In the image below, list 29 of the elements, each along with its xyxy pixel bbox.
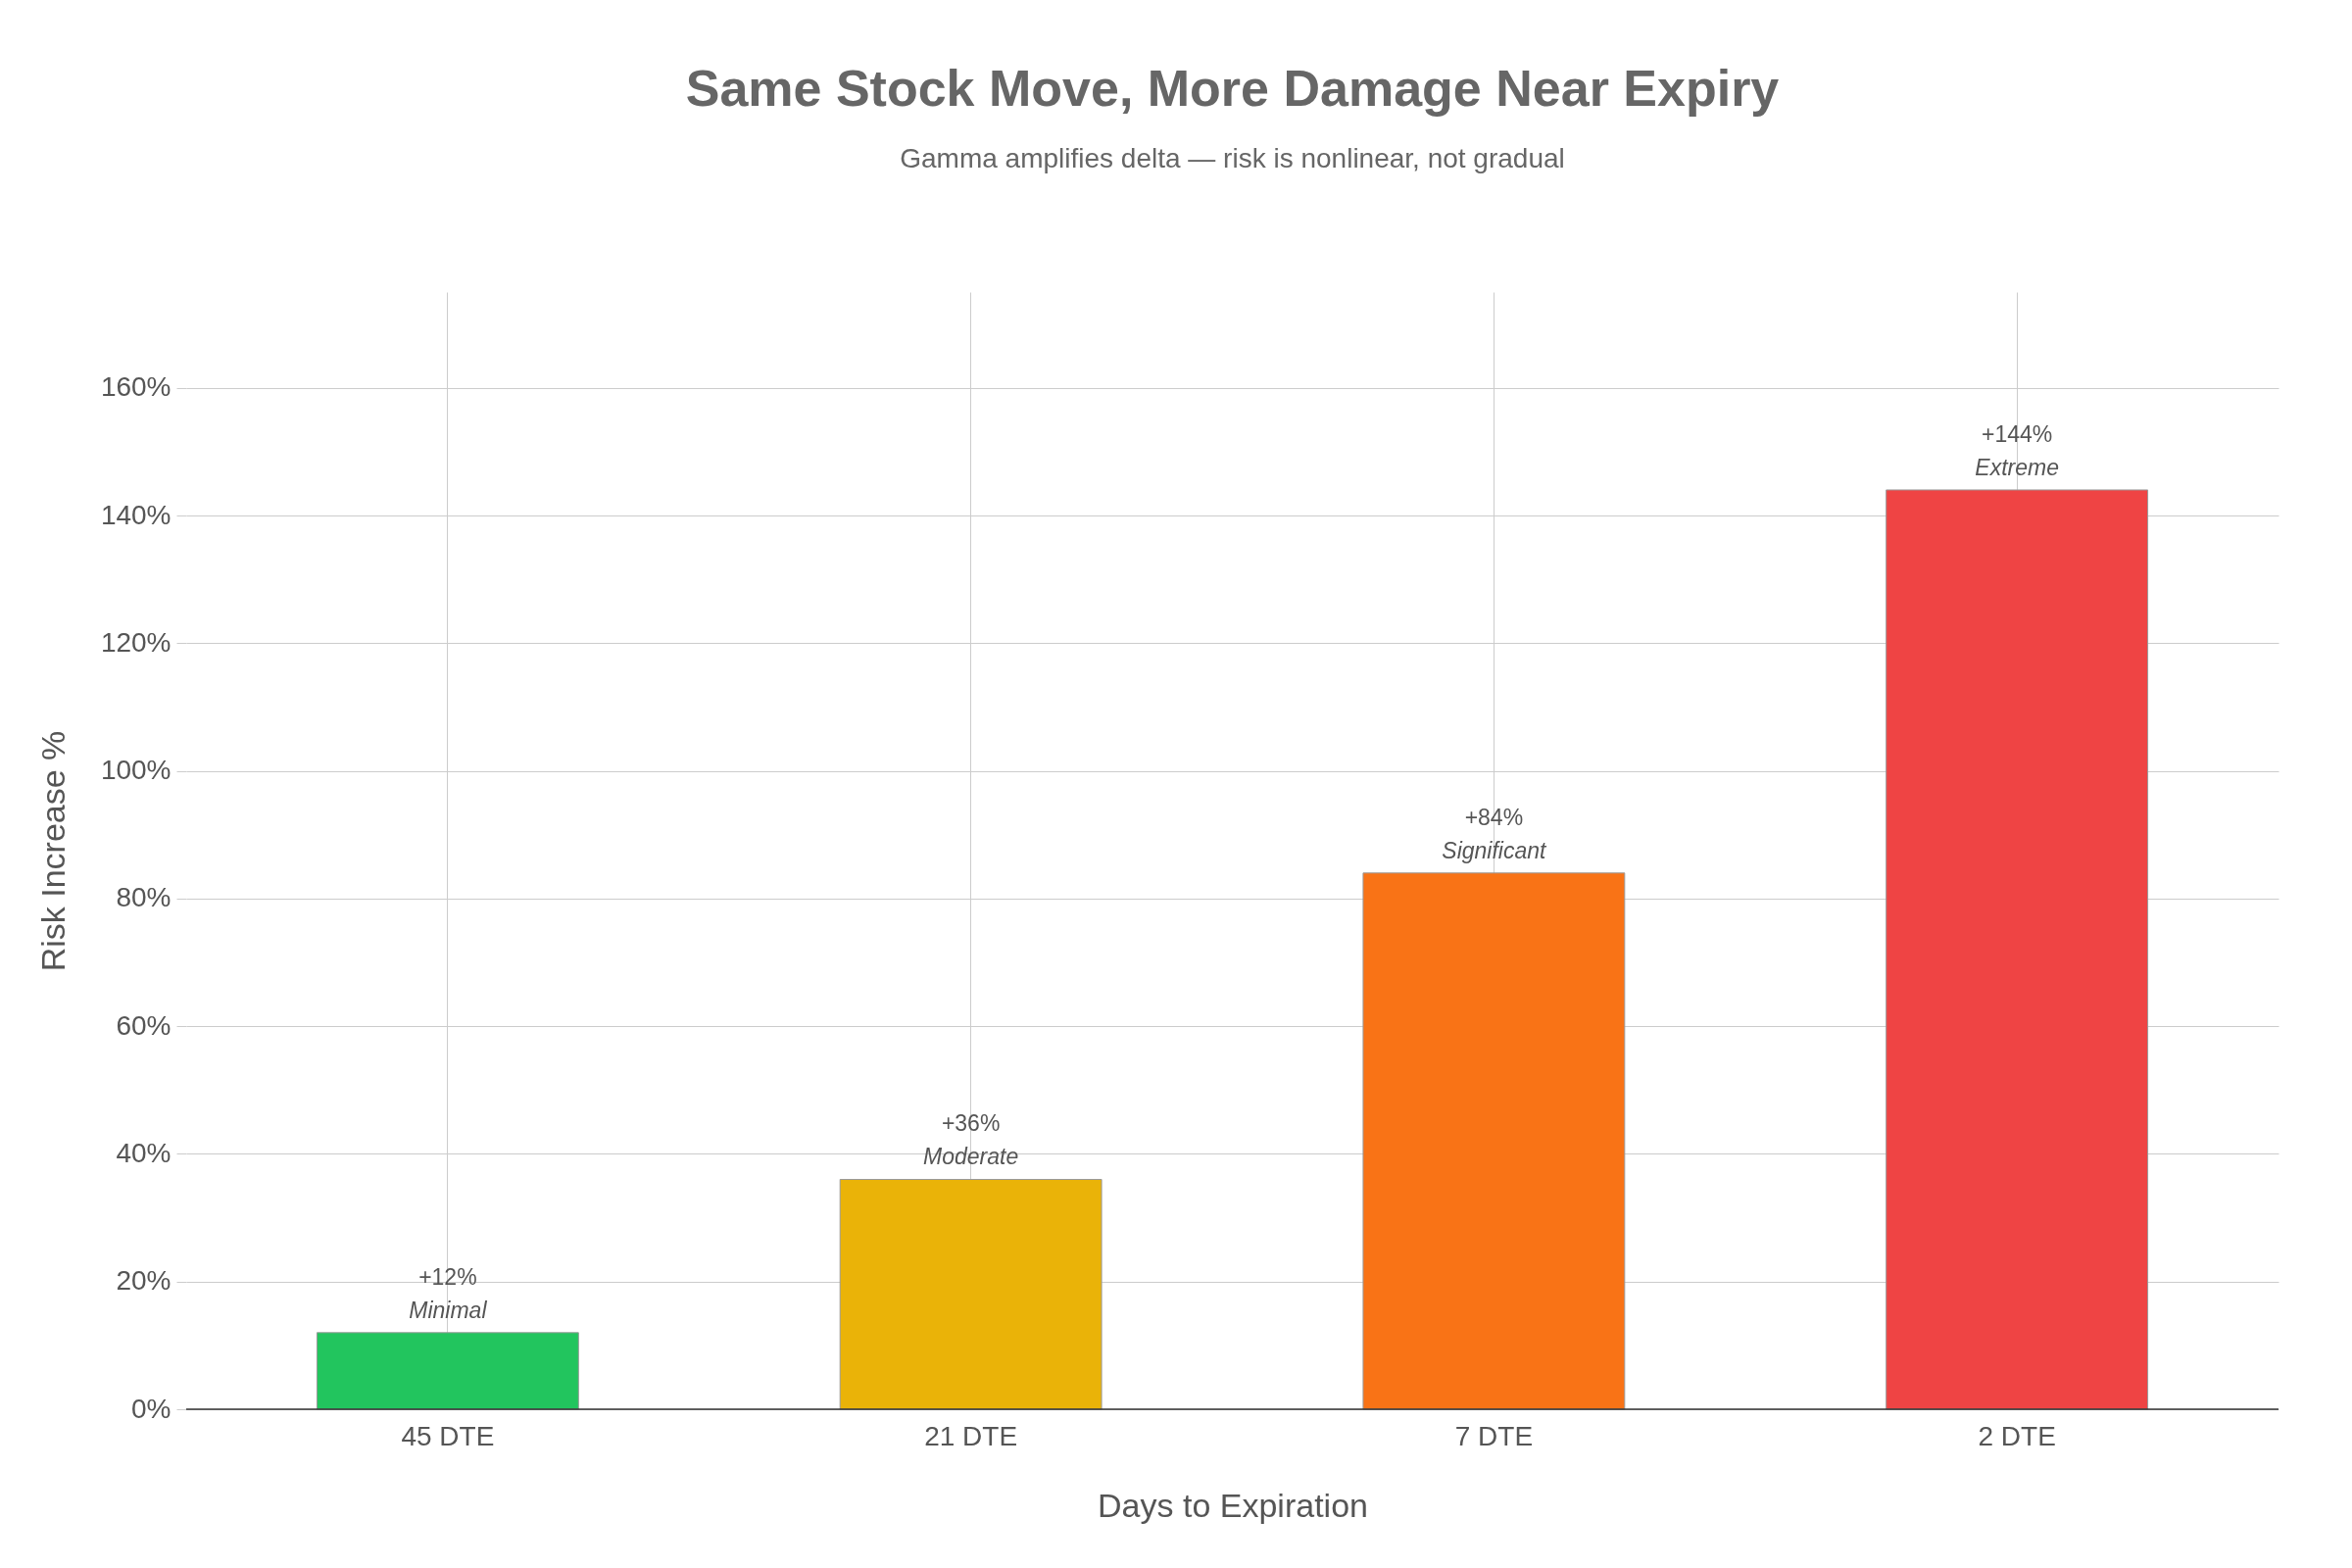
y-axis-title: Risk Increase %: [33, 730, 72, 972]
x-tick-label: 45 DTE: [401, 1420, 495, 1451]
y-tick-label: 120%: [100, 626, 172, 658]
y-tick-label: 60%: [116, 1009, 172, 1041]
chart-subtitle: Gamma amplifies delta — risk is nonlinear, not gradual: [900, 143, 1565, 173]
y-tick-label: 40%: [116, 1137, 172, 1168]
data-label: +12%: [418, 1263, 477, 1290]
x-axis-title: Days to Expiration: [1098, 1486, 1368, 1524]
data-label: +36%: [941, 1110, 1001, 1137]
y-tick-label: 140%: [100, 499, 172, 530]
y-tick-label: 100%: [100, 755, 172, 786]
annotation: Significant: [1442, 837, 1548, 863]
data-label: +84%: [1464, 804, 1524, 830]
x-tick-label: 2 DTE: [1978, 1420, 2056, 1451]
y-tick-label: 80%: [116, 882, 172, 913]
x-tick-label: 7 DTE: [1454, 1420, 1534, 1451]
annotation: Extreme: [1975, 454, 2059, 480]
bar: [1886, 489, 2149, 1410]
annotation: Minimal: [409, 1297, 488, 1323]
bar: [316, 1332, 579, 1410]
y-tick-label: 20%: [116, 1265, 172, 1297]
annotation: Moderate: [923, 1144, 1019, 1170]
data-label: +144%: [1981, 420, 2053, 447]
chart-title: Same Stock Move, More Damage Near Expiry: [685, 60, 1780, 117]
y-tick-label: 160%: [100, 371, 172, 403]
bar: [1362, 872, 1626, 1410]
bar: [839, 1178, 1102, 1410]
x-tick-label: 21 DTE: [924, 1420, 1018, 1451]
y-tick-label: 0%: [131, 1393, 172, 1424]
